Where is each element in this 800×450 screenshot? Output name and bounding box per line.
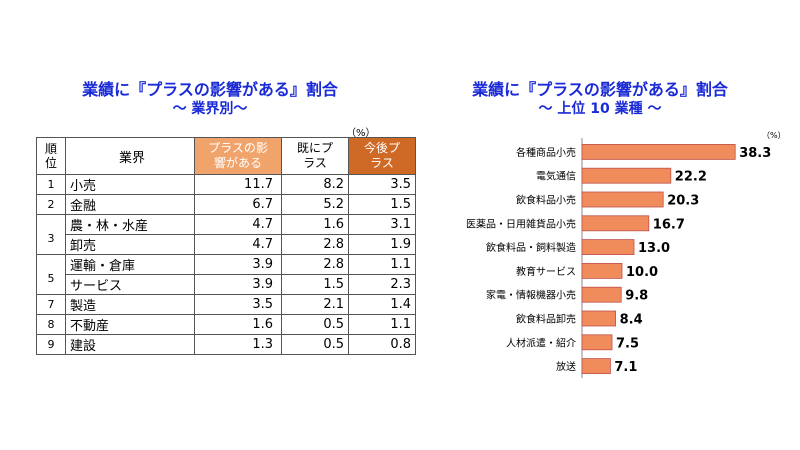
table-row: 卸売 4.7 2.8 1.9	[36, 234, 416, 255]
header-rank: 順位	[36, 137, 66, 175]
industry-cell: 卸売	[65, 234, 195, 255]
table-title: 業績に『プラスの影響がある』割合 ～ 業界別～	[20, 80, 400, 118]
category-label: 飲食料品卸売	[516, 313, 576, 326]
value-label: 38.3	[739, 146, 771, 161]
table-row: 9 建設 1.3 0.5 0.8	[36, 334, 416, 355]
category-label: 放送	[556, 360, 576, 373]
already-cell: 2.8	[281, 254, 349, 275]
industry-cell: 運輸・倉庫	[65, 254, 195, 275]
table-row: 3 農・林・水産 4.7 1.6 3.1	[36, 214, 416, 245]
value-label: 7.5	[616, 336, 639, 351]
bar	[581, 334, 613, 351]
table-row: 5 運輸・倉庫 3.9 2.8 1.1	[36, 254, 416, 285]
table-title-line1: 業績に『プラスの影響がある』割合	[82, 80, 338, 99]
already-cell: 2.8	[281, 234, 349, 255]
industry-cell: 農・林・水産	[65, 214, 195, 235]
plus-cell: 3.9	[194, 274, 282, 295]
bar	[581, 143, 736, 160]
industry-cell: 建設	[65, 334, 195, 355]
header-industry: 業界	[65, 137, 195, 175]
industry-cell: 製造	[65, 294, 195, 315]
category-label: 飲食料品・飼料製造	[486, 241, 576, 254]
table-row: 8 不動産 1.6 0.5 1.1	[36, 314, 416, 335]
future-cell: 1.1	[348, 254, 416, 275]
bar	[581, 215, 650, 232]
plus-cell: 4.7	[194, 234, 282, 255]
category-label: 電気通信	[536, 170, 576, 183]
chart-title-line1: 業績に『プラスの影響がある』割合	[472, 80, 728, 99]
plus-cell: 11.7	[194, 174, 282, 195]
future-cell: 3.1	[348, 214, 416, 235]
value-label: 16.7	[653, 217, 685, 232]
table-row: サービス 3.9 1.5 2.3	[36, 274, 416, 295]
already-cell: 1.5	[281, 274, 349, 295]
category-label: 教育サービス	[516, 265, 576, 278]
chart-title-line2: ～ 上位 10 業種 ～	[538, 101, 662, 117]
already-cell: 8.2	[281, 174, 349, 195]
value-label: 13.0	[638, 241, 670, 256]
industry-cell: サービス	[65, 274, 195, 295]
category-label: 医薬品・日用雑貨品小売	[466, 217, 576, 230]
industry-table: 順位 業界 プラスの影響がある 既にプラス 今後プラス 1 小売 11.7 8.2 3.…	[36, 137, 416, 355]
future-cell: 0.8	[348, 334, 416, 355]
rank-cell: 8	[36, 314, 66, 335]
value-label: 8.4	[620, 313, 643, 328]
rank-cell: 2	[36, 194, 66, 215]
plus-cell: 1.6	[194, 314, 282, 335]
category-label: 人材派遣・紹介	[506, 336, 576, 349]
value-label: 7.1	[614, 360, 637, 375]
category-label: 飲食料品小売	[516, 194, 576, 207]
future-cell: 2.3	[348, 274, 416, 295]
plus-cell: 6.7	[194, 194, 282, 215]
table-row: 1 小売 11.7 8.2 3.5	[36, 174, 416, 195]
rank-cell: 7	[36, 294, 66, 315]
table-unit: （%）	[346, 128, 376, 139]
chart-unit: （%）	[762, 131, 786, 140]
table-row: 2 金融 6.7 5.2 1.5	[36, 194, 416, 215]
future-cell: 1.4	[348, 294, 416, 315]
category-label: 各種商品小売	[516, 146, 576, 159]
bar	[581, 358, 611, 375]
plus-cell: 1.3	[194, 334, 282, 355]
industry-cell: 不動産	[65, 314, 195, 335]
header-already: 既にプラス	[281, 137, 349, 175]
value-label: 9.8	[625, 289, 648, 304]
future-cell: 1.1	[348, 314, 416, 335]
bar-chart: 各種商品小売 38.3 電気通信 22.2 飲食料品小売 20.3 医薬品・日用雑貨品小売 1…	[466, 138, 771, 378]
plus-cell: 4.7	[194, 214, 282, 235]
rank-cell: 3	[36, 224, 66, 245]
plus-cell: 3.9	[194, 254, 282, 275]
bar	[581, 191, 664, 208]
already-cell: 5.2	[281, 194, 349, 215]
category-label: 家電・情報機器小売	[486, 289, 576, 302]
table-row: 7 製造 3.5 2.1 1.4	[36, 294, 416, 315]
bar	[581, 286, 622, 303]
future-cell: 3.5	[348, 174, 416, 195]
value-label: 20.3	[667, 194, 699, 209]
industry-cell: 小売	[65, 174, 195, 195]
chart-title: 業績に『プラスの影響がある』割合 ～ 上位 10 業種 ～	[420, 80, 780, 118]
plus-cell: 3.5	[194, 294, 282, 315]
already-cell: 0.5	[281, 314, 349, 335]
rank-cell: 9	[36, 334, 66, 355]
header-plus: プラスの影響がある	[194, 137, 282, 175]
rank-cell: 1	[36, 174, 66, 195]
bar	[581, 239, 635, 255]
table-title-line2: ～ 業界別～	[172, 101, 248, 117]
already-cell: 0.5	[281, 334, 349, 355]
value-label: 22.2	[675, 170, 707, 185]
header-future: 今後プラス	[348, 137, 416, 175]
bar	[581, 262, 623, 279]
table-header-row: 順位 業界 プラスの影響がある 既にプラス 今後プラス	[36, 137, 416, 175]
rank-cell: 5	[36, 264, 66, 285]
bar	[581, 167, 672, 184]
value-label: 10.0	[626, 265, 658, 280]
already-cell: 1.6	[281, 214, 349, 235]
future-cell: 1.5	[348, 194, 416, 215]
bar	[581, 310, 616, 327]
future-cell: 1.9	[348, 234, 416, 255]
already-cell: 2.1	[281, 294, 349, 315]
industry-cell: 金融	[65, 194, 195, 215]
